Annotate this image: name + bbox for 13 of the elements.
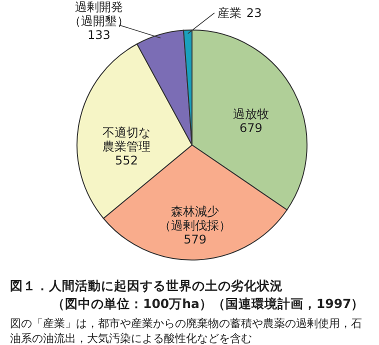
data-label: 552 (115, 153, 138, 168)
slice-label: 不適切な農業管理 (102, 125, 150, 154)
slice-label: 森林減少（過剰伐採） (159, 204, 232, 233)
data-label: 679 (240, 120, 262, 135)
text: 図の「産業」は，都市や産業からの廃棄物の蓄積や農薬の過剰使用，石油系の油流出，大気汚染による酸性化などを含む (10, 317, 363, 345)
data-label: 579 (184, 232, 207, 247)
slice-label: 産業 (217, 6, 242, 20)
text: （図中の単位：100万ha）（国連環境計画，1997） (52, 296, 366, 313)
slice-label: 過放牧 (232, 106, 269, 121)
slice-label: 過剰開発（過開墾） (68, 0, 129, 28)
text: 図１．人間活動に起因する世界の土の劣化状況 (10, 278, 284, 295)
data-label: 133 (88, 28, 110, 42)
data-label: 23 (246, 6, 262, 20)
